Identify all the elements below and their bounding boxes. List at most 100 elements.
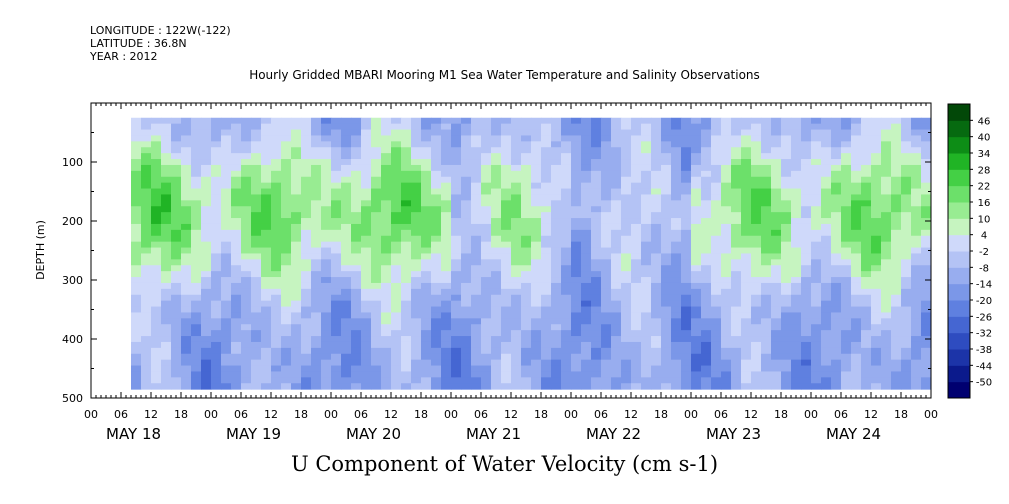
field-cell <box>171 159 182 166</box>
field-cell <box>341 229 352 237</box>
field-cell <box>331 330 342 337</box>
field-cell <box>171 129 182 136</box>
field-cell <box>581 147 592 154</box>
field-cell <box>311 235 322 243</box>
field-cell <box>141 176 152 184</box>
field-cell <box>431 253 442 260</box>
field-cell <box>301 135 312 142</box>
field-cell <box>321 147 332 154</box>
field-cell <box>791 247 802 254</box>
field-cell <box>551 288 562 296</box>
field-cell <box>251 383 262 390</box>
field-cell <box>651 324 662 331</box>
field-cell <box>621 347 632 355</box>
field-cell <box>131 294 142 302</box>
field-cell <box>391 176 402 184</box>
field-cell <box>901 359 912 367</box>
field-cell <box>901 129 912 136</box>
field-cell <box>561 212 572 219</box>
field-cell <box>771 253 782 260</box>
field-cell <box>511 117 522 125</box>
field-cell <box>611 170 622 178</box>
field-cell <box>731 200 742 207</box>
field-cell <box>151 135 162 142</box>
field-cell <box>161 330 172 337</box>
field-cell <box>271 324 282 331</box>
field-cell <box>281 359 292 367</box>
field-cell <box>141 341 152 349</box>
field-cell <box>441 277 452 284</box>
field-cell <box>611 135 622 142</box>
field-cell <box>881 135 892 142</box>
field-cell <box>601 377 612 384</box>
field-cell <box>461 212 472 219</box>
field-cell <box>901 247 912 254</box>
field-cell <box>821 341 832 349</box>
field-cell <box>801 153 812 160</box>
field-cell <box>751 347 762 355</box>
field-cell <box>141 365 152 372</box>
field-cell <box>431 159 442 166</box>
field-cell <box>821 288 832 296</box>
field-cell <box>541 288 552 296</box>
field-cell <box>481 194 492 201</box>
field-cell <box>401 294 412 302</box>
field-cell <box>491 194 502 201</box>
field-cell <box>841 229 852 237</box>
field-cell <box>281 312 292 319</box>
field-cell <box>541 294 552 302</box>
field-cell <box>391 212 402 219</box>
field-cell <box>691 159 702 166</box>
field-cell <box>171 117 182 125</box>
field-cell <box>271 330 282 337</box>
field-cell <box>191 330 202 337</box>
field-cell <box>831 159 842 166</box>
field-cell <box>771 147 782 154</box>
field-cell <box>701 117 712 125</box>
field-cell <box>801 300 812 308</box>
field-cell <box>341 336 352 343</box>
field-cell <box>321 135 332 142</box>
field-cell <box>541 330 552 337</box>
field-cell <box>641 277 652 284</box>
field-cell <box>321 159 332 166</box>
field-cell <box>191 312 202 319</box>
field-cell <box>221 170 232 178</box>
field-cell <box>221 277 232 284</box>
field-cell <box>171 330 182 337</box>
field-cell <box>321 253 332 260</box>
field-cell <box>591 377 602 384</box>
field-cell <box>731 170 742 178</box>
field-cell <box>711 170 722 178</box>
field-cell <box>721 330 732 337</box>
field-cell <box>181 300 192 308</box>
field-cell <box>701 312 712 319</box>
field-cell <box>891 253 902 260</box>
field-cell <box>691 182 702 190</box>
field-cell <box>271 336 282 343</box>
field-cell <box>351 176 362 184</box>
field-cell <box>451 188 462 195</box>
field-cell <box>581 271 592 278</box>
field-cell <box>901 123 912 131</box>
field-cell <box>731 135 742 142</box>
field-cell <box>391 247 402 254</box>
field-cell <box>241 353 252 361</box>
field-cell <box>721 223 732 231</box>
field-cell <box>391 377 402 384</box>
field-cell <box>771 129 782 136</box>
field-cell <box>341 129 352 136</box>
field-cell <box>631 182 642 190</box>
field-cell <box>751 282 762 290</box>
field-cell <box>921 170 932 178</box>
field-cell <box>411 176 422 184</box>
field-cell <box>881 253 892 260</box>
field-cell <box>781 253 792 260</box>
field-cell <box>761 206 772 213</box>
field-cell <box>211 223 222 231</box>
field-cell <box>451 123 462 131</box>
field-cell <box>811 365 822 372</box>
field-cell <box>311 129 322 136</box>
field-cell <box>301 353 312 361</box>
field-cell <box>651 147 662 154</box>
